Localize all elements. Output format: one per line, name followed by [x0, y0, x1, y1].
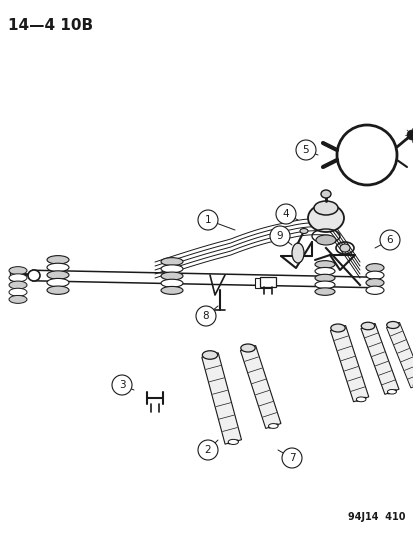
- Text: 3: 3: [119, 380, 125, 390]
- Circle shape: [197, 210, 218, 230]
- Ellipse shape: [28, 270, 40, 281]
- Text: 4: 4: [282, 209, 289, 219]
- Ellipse shape: [9, 295, 27, 303]
- Ellipse shape: [365, 271, 383, 279]
- Circle shape: [379, 230, 399, 250]
- Ellipse shape: [268, 424, 278, 429]
- Polygon shape: [32, 271, 375, 287]
- Ellipse shape: [47, 286, 69, 294]
- FancyBboxPatch shape: [10, 268, 22, 280]
- Ellipse shape: [365, 286, 383, 294]
- Ellipse shape: [356, 397, 365, 402]
- Ellipse shape: [47, 278, 69, 287]
- Text: 2: 2: [204, 445, 211, 455]
- Ellipse shape: [314, 288, 334, 295]
- Ellipse shape: [314, 274, 334, 282]
- Ellipse shape: [240, 344, 254, 352]
- Polygon shape: [386, 322, 413, 388]
- Ellipse shape: [387, 390, 396, 394]
- Ellipse shape: [202, 351, 217, 359]
- Circle shape: [406, 130, 413, 140]
- Ellipse shape: [47, 256, 69, 264]
- Polygon shape: [240, 345, 280, 429]
- Ellipse shape: [161, 265, 183, 273]
- Ellipse shape: [307, 204, 343, 232]
- Ellipse shape: [47, 263, 69, 272]
- Ellipse shape: [365, 264, 383, 272]
- Text: 9: 9: [276, 231, 282, 241]
- Ellipse shape: [161, 272, 183, 280]
- Ellipse shape: [299, 229, 307, 233]
- Text: 14—4 10B: 14—4 10B: [8, 18, 93, 33]
- Ellipse shape: [9, 274, 27, 282]
- Ellipse shape: [47, 271, 69, 279]
- Circle shape: [112, 375, 132, 395]
- Ellipse shape: [368, 277, 378, 288]
- Text: 5: 5: [302, 145, 309, 155]
- Ellipse shape: [161, 286, 183, 294]
- Ellipse shape: [9, 281, 27, 289]
- Ellipse shape: [386, 321, 398, 328]
- Ellipse shape: [314, 281, 334, 288]
- Ellipse shape: [314, 261, 334, 268]
- Ellipse shape: [291, 243, 303, 263]
- Ellipse shape: [228, 439, 238, 445]
- Ellipse shape: [161, 257, 183, 265]
- Circle shape: [269, 226, 289, 246]
- Circle shape: [281, 448, 301, 468]
- Ellipse shape: [313, 201, 337, 215]
- Ellipse shape: [314, 268, 334, 275]
- Circle shape: [195, 306, 216, 326]
- Text: 8: 8: [202, 311, 209, 321]
- Ellipse shape: [412, 383, 413, 387]
- Text: 94J14  410: 94J14 410: [348, 512, 405, 522]
- Ellipse shape: [361, 322, 374, 330]
- Ellipse shape: [315, 235, 335, 245]
- Polygon shape: [360, 324, 398, 394]
- FancyBboxPatch shape: [254, 278, 271, 288]
- Ellipse shape: [330, 324, 344, 332]
- Circle shape: [295, 140, 315, 160]
- Text: 6: 6: [386, 235, 392, 245]
- Text: 7: 7: [288, 453, 294, 463]
- Ellipse shape: [339, 244, 349, 252]
- Circle shape: [197, 440, 218, 460]
- FancyBboxPatch shape: [259, 277, 275, 287]
- Ellipse shape: [161, 279, 183, 287]
- Ellipse shape: [365, 279, 383, 287]
- Polygon shape: [201, 353, 241, 444]
- Ellipse shape: [320, 190, 330, 198]
- Ellipse shape: [9, 266, 27, 274]
- Polygon shape: [330, 326, 368, 402]
- Circle shape: [275, 204, 295, 224]
- Ellipse shape: [9, 288, 27, 296]
- Text: 1: 1: [204, 215, 211, 225]
